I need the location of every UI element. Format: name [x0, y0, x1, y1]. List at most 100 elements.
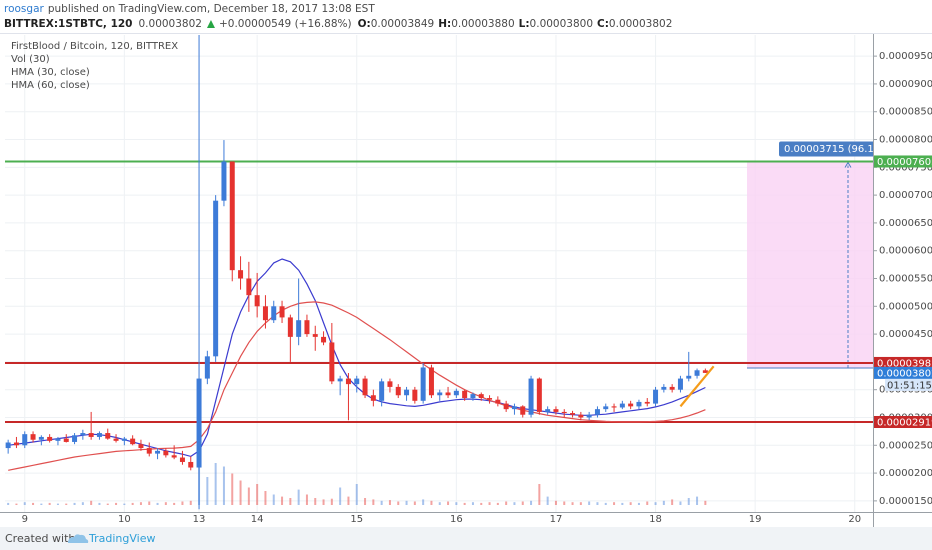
- volume-bar: [687, 498, 690, 505]
- measure-box: [747, 161, 873, 369]
- volume-bar: [156, 502, 159, 505]
- volume-bar: [637, 502, 640, 505]
- change: +0.00000549 (+16.88%): [219, 18, 352, 30]
- x-tick-label: 19: [749, 514, 762, 525]
- candle-body: [470, 394, 476, 399]
- candle-body: [420, 367, 426, 401]
- candle-body: [503, 403, 509, 410]
- volume-bar: [247, 487, 250, 505]
- x-tick-label: 17: [550, 514, 563, 525]
- candle-body: [594, 409, 600, 415]
- price-tag-label: 0.00003802: [877, 368, 932, 379]
- candle-body: [495, 399, 501, 404]
- candle-body: [262, 306, 268, 321]
- volume-bar: [106, 503, 109, 505]
- candle-body: [412, 389, 418, 401]
- candle-body: [138, 444, 144, 449]
- volume-bar: [173, 502, 176, 505]
- volume-bar: [397, 501, 400, 505]
- volume-bar: [131, 502, 134, 505]
- tradingview-logo[interactable]: TradingView: [68, 532, 155, 545]
- candle-body: [80, 433, 86, 436]
- candle-body: [246, 278, 252, 296]
- x-tick-label: 13: [193, 514, 206, 525]
- ohlc-value: 0.00003800: [530, 18, 593, 30]
- volume-bar: [231, 473, 234, 505]
- volume-bar: [364, 498, 367, 505]
- candle-body: [213, 200, 219, 357]
- volume-bar: [430, 500, 433, 505]
- x-tick-label: 9: [22, 514, 28, 525]
- candle-body: [619, 403, 625, 408]
- footer-brand[interactable]: TradingView: [88, 532, 155, 545]
- volume-bar: [330, 498, 333, 505]
- candle-body: [30, 434, 36, 440]
- volume-bar: [305, 494, 308, 505]
- x-tick-label: 16: [450, 514, 463, 525]
- volume-bar: [15, 503, 18, 505]
- footer-bar: [0, 527, 932, 550]
- volume-bar: [662, 500, 665, 505]
- volume-bar: [696, 496, 699, 505]
- candle-body: [686, 375, 692, 379]
- candle-body: [345, 378, 351, 385]
- candle-body: [196, 378, 202, 468]
- candle-body: [287, 317, 293, 337]
- candle-body: [694, 370, 700, 376]
- candle-body: [279, 306, 285, 318]
- candle-body: [155, 450, 161, 454]
- volume-bar: [322, 499, 325, 505]
- candle-body: [38, 436, 44, 440]
- candle-body: [636, 401, 642, 407]
- volume-bar: [588, 501, 591, 505]
- candle-body: [428, 367, 434, 396]
- volume-bar: [513, 502, 516, 505]
- price-tag: [874, 356, 932, 369]
- price-tag: [874, 366, 932, 379]
- candle-body: [130, 438, 136, 445]
- grid: [5, 35, 873, 512]
- volume-bar: [671, 499, 674, 505]
- candle-body: [437, 392, 443, 396]
- price-tag: [874, 415, 932, 428]
- candle-body: [88, 433, 94, 437]
- candle-body: [13, 442, 19, 446]
- author[interactable]: roosgar: [4, 3, 45, 15]
- volume-bar: [621, 502, 624, 505]
- candle-body: [5, 442, 11, 449]
- candle-body: [337, 378, 343, 382]
- candle-body: [304, 320, 310, 335]
- volume-bar: [413, 501, 416, 505]
- candle-body: [404, 389, 410, 396]
- volume-bar: [604, 502, 607, 505]
- volume-bar: [123, 503, 126, 505]
- ohlc-label: C:: [597, 18, 609, 30]
- volume-bar: [281, 496, 284, 505]
- volume-bar: [563, 501, 566, 505]
- candle-body: [179, 457, 185, 462]
- volume-bar: [480, 502, 483, 505]
- candle-body: [163, 450, 169, 456]
- volume-bar: [314, 498, 317, 505]
- candle-body: [487, 398, 493, 400]
- candle-body: [553, 409, 559, 412]
- ohlc-value: 0.00003802: [609, 18, 672, 30]
- measure-label: 0.00003715 (96.18: [784, 144, 880, 155]
- volume-bar: [405, 500, 408, 505]
- volume-bar: [40, 503, 43, 505]
- candle-body: [370, 395, 376, 401]
- candle-body: [362, 378, 368, 396]
- candle-body: [296, 320, 302, 337]
- candle-body: [204, 356, 210, 379]
- candle-body: [677, 378, 683, 390]
- volume-bar: [222, 466, 225, 505]
- volume-bar: [455, 502, 458, 505]
- candle-body: [536, 378, 542, 412]
- volume-bar: [488, 502, 491, 505]
- volume-bar: [629, 502, 632, 505]
